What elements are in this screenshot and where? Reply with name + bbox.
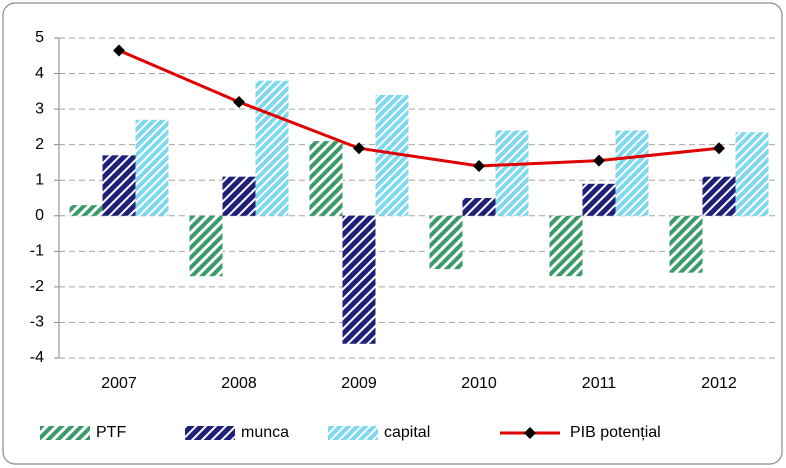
y-tick-label: 5 xyxy=(35,29,44,46)
bar xyxy=(222,176,256,216)
x-tick-label: 2011 xyxy=(582,375,617,392)
y-tick-label: 4 xyxy=(35,65,44,82)
bar xyxy=(69,205,103,216)
marker xyxy=(113,44,125,57)
bar xyxy=(735,132,769,216)
line xyxy=(118,49,720,168)
bar xyxy=(702,176,736,216)
x-tick-label: 2009 xyxy=(341,375,377,392)
legend-label: munca xyxy=(241,424,289,441)
y-tick-label: -2 xyxy=(30,278,44,295)
bar xyxy=(582,183,616,216)
bar xyxy=(342,215,376,344)
marker xyxy=(233,96,245,108)
bar xyxy=(549,215,583,277)
y-tick-label: -3 xyxy=(30,314,44,331)
bar xyxy=(255,80,289,216)
y-tick-label: 2 xyxy=(35,136,44,153)
legend-label: PIB potențial xyxy=(570,424,661,441)
x-tick-label: 2012 xyxy=(701,375,737,392)
y-tick-label: 0 xyxy=(35,207,44,224)
y-tick-label: -4 xyxy=(30,349,44,366)
legend-marker xyxy=(524,427,536,439)
bar xyxy=(462,198,496,216)
legend-label: capital xyxy=(384,424,430,441)
x-tick-label: 2007 xyxy=(101,375,137,392)
legend-label: PTF xyxy=(96,424,126,441)
bar xyxy=(429,215,463,270)
marker xyxy=(593,154,605,167)
y-tick-label: -1 xyxy=(30,243,44,260)
bar xyxy=(135,119,169,216)
y-tick-label: 3 xyxy=(35,100,44,117)
x-tick-label: 2008 xyxy=(221,375,257,392)
marker xyxy=(353,142,365,155)
bar xyxy=(495,130,529,216)
legend-swatch xyxy=(185,426,235,440)
bar xyxy=(309,141,343,216)
marker xyxy=(473,160,485,172)
legend-swatch xyxy=(40,426,90,440)
bar xyxy=(615,130,649,216)
marker xyxy=(713,142,725,155)
legend-swatch xyxy=(328,426,378,440)
bar xyxy=(669,215,703,273)
bar xyxy=(189,215,223,277)
x-tick-label: 2010 xyxy=(461,375,497,392)
y-tick-label: 1 xyxy=(35,171,44,188)
bar xyxy=(102,155,136,216)
